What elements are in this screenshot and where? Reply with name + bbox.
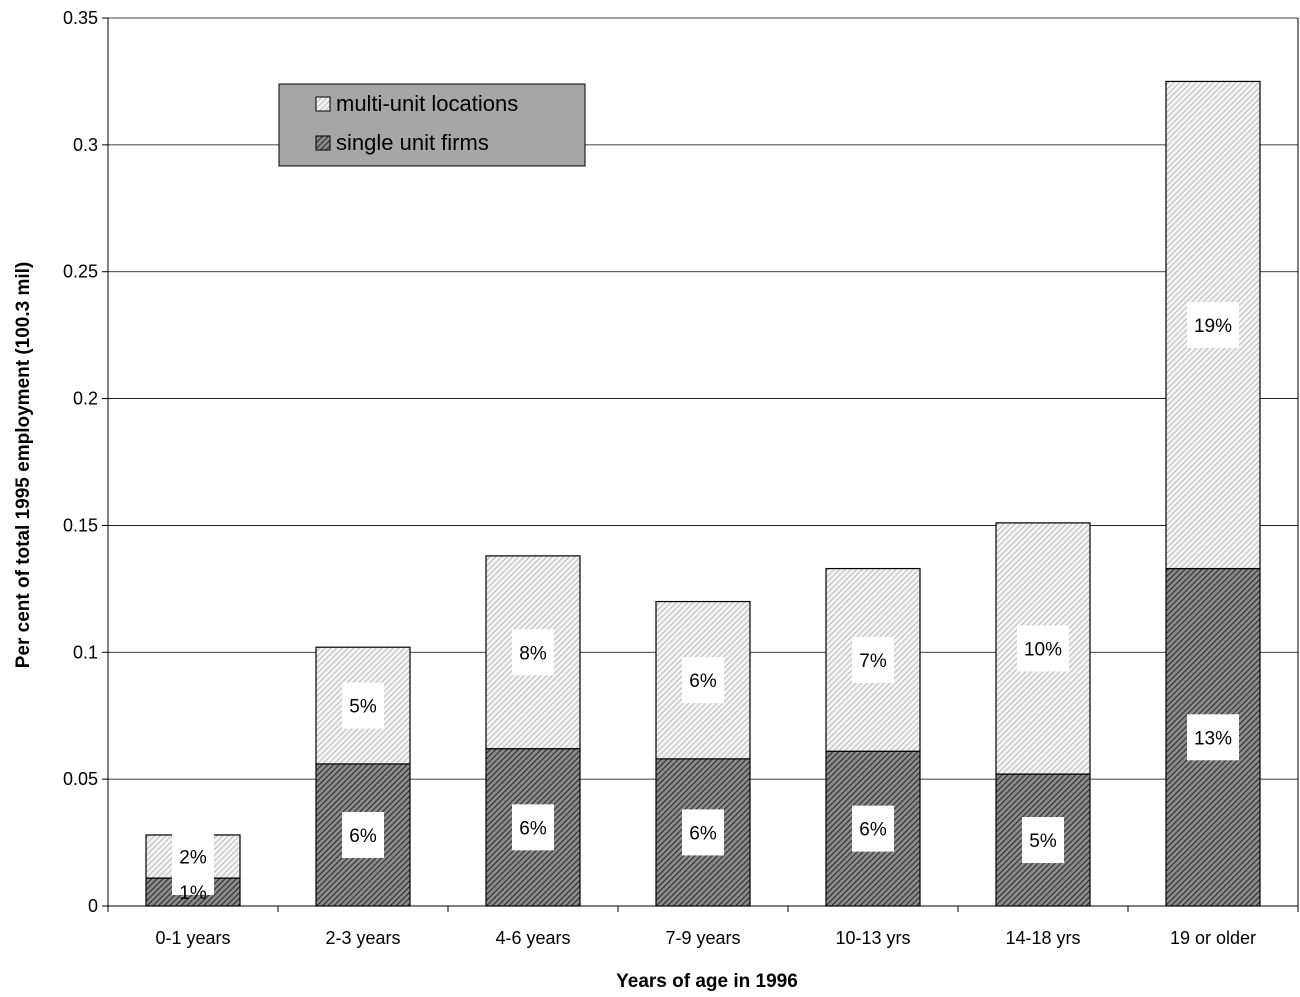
data-label: 6% bbox=[519, 818, 547, 839]
x-tick-label: 10-13 yrs bbox=[835, 928, 910, 948]
data-label: 7% bbox=[859, 651, 887, 672]
x-tick-label: 2-3 years bbox=[325, 928, 400, 948]
y-tick-label: 0.15 bbox=[63, 515, 98, 535]
x-tick-label: 14-18 yrs bbox=[1005, 928, 1080, 948]
axes: 0 0.05 0.1 0.15 0.2 0.25 0.3 0.35 0-1 years 2-3 y… bbox=[63, 8, 1299, 948]
data-label: 19% bbox=[1194, 316, 1232, 337]
data-label: 2% bbox=[179, 848, 207, 869]
data-label-bg bbox=[852, 636, 894, 683]
bars bbox=[145, 80, 1261, 907]
segment-labels: 1% 2% 6% 5% 6% 8% 6% 6% 6% 7% 5% 10% 13% 19% bbox=[172, 301, 1239, 904]
data-label: 6% bbox=[859, 820, 887, 841]
data-label: 6% bbox=[349, 826, 377, 847]
data-label-bg bbox=[1022, 817, 1064, 864]
data-label: 5% bbox=[1029, 831, 1057, 852]
data-label-bg bbox=[1187, 714, 1239, 761]
legend-label-single-unit: single unit firms bbox=[336, 130, 489, 155]
x-tick-label: 0-1 years bbox=[155, 928, 230, 948]
y-tick-label: 0.35 bbox=[63, 8, 98, 28]
y-tick-label: 0.3 bbox=[73, 135, 98, 155]
y-tick-label: 0 bbox=[88, 896, 98, 916]
x-tick-label: 4-6 years bbox=[495, 928, 570, 948]
data-label: 10% bbox=[1024, 639, 1062, 660]
data-label: 13% bbox=[1194, 728, 1232, 749]
data-label-bg bbox=[512, 629, 554, 676]
data-label-bg bbox=[172, 833, 214, 875]
data-label: 1% bbox=[179, 883, 207, 904]
data-label-bg bbox=[682, 809, 724, 856]
data-label-bg bbox=[512, 804, 554, 851]
y-axis-title: Per cent of total 1995 employment (100.3… bbox=[13, 262, 34, 669]
legend-swatch-multi-unit bbox=[315, 96, 331, 112]
data-label: 8% bbox=[519, 643, 547, 664]
data-label-bg bbox=[852, 805, 894, 852]
legend: multi-unit locations single unit firms bbox=[278, 83, 586, 167]
data-label: 6% bbox=[689, 671, 717, 692]
x-tick-label: 7-9 years bbox=[665, 928, 740, 948]
legend-label-multi-unit: multi-unit locations bbox=[336, 91, 518, 116]
y-tick-label: 0.05 bbox=[63, 769, 98, 789]
y-tick-label: 0.25 bbox=[63, 262, 98, 282]
data-label: 6% bbox=[689, 823, 717, 844]
x-axis-title: Years of age in 1996 bbox=[616, 971, 798, 992]
x-tick-label: 19 or older bbox=[1170, 928, 1256, 948]
data-label-bg bbox=[1187, 301, 1239, 348]
data-label-bg bbox=[342, 682, 384, 729]
y-tick-label: 0.1 bbox=[73, 642, 98, 662]
data-label-bg bbox=[342, 811, 384, 858]
data-label: 5% bbox=[349, 697, 377, 718]
y-tick-label: 0.2 bbox=[73, 389, 98, 409]
data-label-bg bbox=[682, 657, 724, 704]
legend-swatch-single-unit bbox=[315, 135, 331, 151]
data-label-bg bbox=[1017, 625, 1069, 672]
